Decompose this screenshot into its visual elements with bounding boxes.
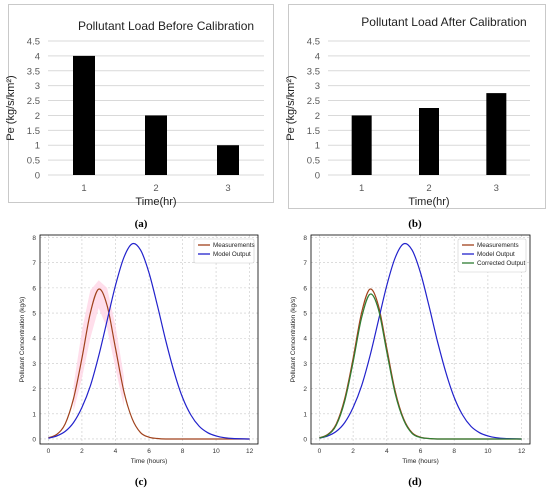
y-tick-label: 3 bbox=[32, 361, 36, 368]
x-tick-label: 0 bbox=[47, 448, 51, 455]
x-tick-label: 2 bbox=[426, 183, 431, 194]
y-tick-label: 4.5 bbox=[27, 37, 40, 48]
chart-panel-a: Pollutant Load Before Calibration 0 0.5 1 1.… bbox=[5, 4, 274, 208]
x-axis-label: Time (hours) bbox=[402, 458, 439, 465]
x-tick-label: 12 bbox=[518, 448, 526, 455]
y-tick-label: 1.5 bbox=[307, 126, 320, 137]
y-axis-label: Pe (kg/s/km²) bbox=[5, 75, 17, 140]
bar bbox=[486, 93, 507, 175]
y-tick-label: 1 bbox=[32, 411, 36, 418]
x-tick-label: 8 bbox=[452, 448, 456, 455]
y-axis-label: Pollutant Concentration (kg/s) bbox=[19, 297, 26, 383]
chart-panel-c: 0 1 2 3 4 5 6 7 8 0 2 4 6 8 10 12 Time (hours) Pollutant … bbox=[16, 232, 266, 470]
series-line bbox=[319, 242, 522, 440]
x-tick-label: 0 bbox=[318, 448, 322, 455]
y-tick-label: 0 bbox=[315, 171, 320, 182]
bar bbox=[145, 115, 167, 175]
y-tick-label: 0 bbox=[35, 171, 40, 182]
y-tick-label: 4 bbox=[32, 336, 36, 343]
bar-chart-before: Pollutant Load Before Calibration 0 0.5 1 1.… bbox=[5, 19, 264, 208]
y-tick-label: 3.5 bbox=[307, 66, 320, 77]
y-tick-label: 1 bbox=[315, 141, 320, 152]
y-tick-label: 1.5 bbox=[27, 126, 40, 137]
chart-panel-b: Pollutant Load After Calibration 0 0.5 1 1.5… bbox=[285, 4, 546, 209]
y-tick-label: 7 bbox=[303, 260, 307, 267]
y-tick-label: 4 bbox=[303, 336, 307, 343]
x-tick-label: 12 bbox=[246, 448, 254, 455]
x-tick-label: 2 bbox=[351, 448, 355, 455]
x-tick-label: 3 bbox=[494, 183, 499, 194]
y-tick-label: 5 bbox=[303, 311, 307, 318]
x-tick-label: 10 bbox=[484, 448, 492, 455]
y-tick-label: 2 bbox=[32, 386, 36, 393]
x-tick-label: 8 bbox=[181, 448, 185, 455]
legend-label: Corrected Output bbox=[477, 260, 526, 267]
chart-title: Pollutant Load After Calibration bbox=[361, 15, 526, 29]
chart-panel-d: 0 1 2 3 4 5 6 7 8 0 2 4 6 8 10 12 Time (hours) Pollutant … bbox=[286, 232, 538, 470]
y-tick-label: 1 bbox=[303, 411, 307, 418]
chart-title: Pollutant Load Before Calibration bbox=[78, 19, 254, 33]
caption-c: (c) bbox=[134, 476, 148, 488]
legend-label: Measurements bbox=[213, 242, 255, 249]
bar bbox=[351, 115, 372, 175]
series-line bbox=[319, 293, 522, 440]
y-tick-label: 0.5 bbox=[307, 156, 320, 167]
x-axis-label: Time(hr) bbox=[135, 196, 176, 208]
y-tick-label: 3 bbox=[303, 361, 307, 368]
x-tick-label: 4 bbox=[385, 448, 389, 455]
series-line bbox=[48, 288, 250, 440]
legend-box bbox=[457, 238, 527, 273]
x-tick-label: 1 bbox=[81, 183, 86, 194]
y-tick-label: 8 bbox=[303, 235, 307, 242]
x-axis-label: Time(hr) bbox=[408, 196, 449, 208]
y-tick-label: 3.5 bbox=[27, 66, 40, 77]
bar bbox=[217, 145, 239, 175]
y-tick-label: 2.5 bbox=[307, 96, 320, 107]
y-axis-label: Pe (kg/s/km²) bbox=[285, 75, 297, 140]
y-tick-label: 4 bbox=[315, 51, 320, 62]
y-tick-label: 3 bbox=[35, 81, 40, 92]
x-tick-label: 3 bbox=[225, 183, 230, 194]
caption-b: (b) bbox=[408, 218, 422, 230]
plot-frame bbox=[310, 234, 531, 445]
uncertainty-band bbox=[73, 280, 124, 412]
bar bbox=[419, 108, 439, 175]
legend-label: Model Output bbox=[213, 251, 251, 258]
y-tick-label: 6 bbox=[32, 285, 36, 292]
y-tick-label: 7 bbox=[32, 260, 36, 267]
plot-frame bbox=[39, 234, 259, 445]
x-tick-label: 2 bbox=[80, 448, 84, 455]
y-tick-label: 2 bbox=[35, 111, 40, 122]
series-line bbox=[48, 242, 250, 440]
y-tick-label: 0.5 bbox=[27, 156, 40, 167]
y-tick-label: 2.5 bbox=[27, 96, 40, 107]
x-tick-label: 4 bbox=[114, 448, 118, 455]
y-tick-label: 0 bbox=[32, 436, 36, 443]
x-axis-label: Time (hours) bbox=[131, 458, 168, 465]
y-axis-label: Pollutant Concentration (kg/s) bbox=[290, 297, 297, 383]
y-tick-label: 8 bbox=[32, 235, 36, 242]
y-tick-label: 4 bbox=[35, 51, 40, 62]
bar-chart-after: Pollutant Load After Calibration 0 0.5 1 1.5… bbox=[285, 15, 530, 208]
y-tick-label: 6 bbox=[303, 285, 307, 292]
x-tick-label: 10 bbox=[212, 448, 220, 455]
y-tick-label: 2 bbox=[303, 386, 307, 393]
caption-a: (a) bbox=[134, 218, 148, 230]
y-tick-label: 3 bbox=[315, 81, 320, 92]
x-tick-label: 2 bbox=[153, 183, 158, 194]
legend-label: Model Output bbox=[477, 251, 515, 258]
y-tick-label: 1 bbox=[35, 141, 40, 152]
y-tick-label: 0 bbox=[303, 436, 307, 443]
y-tick-label: 2 bbox=[315, 111, 320, 122]
x-tick-label: 6 bbox=[147, 448, 151, 455]
y-tick-label: 4.5 bbox=[307, 37, 320, 48]
bar bbox=[73, 55, 95, 176]
x-tick-label: 6 bbox=[419, 448, 423, 455]
x-tick-label: 1 bbox=[359, 183, 364, 194]
legend-label: Measurements bbox=[477, 242, 519, 249]
caption-d: (d) bbox=[408, 476, 422, 488]
y-tick-label: 5 bbox=[32, 311, 36, 318]
